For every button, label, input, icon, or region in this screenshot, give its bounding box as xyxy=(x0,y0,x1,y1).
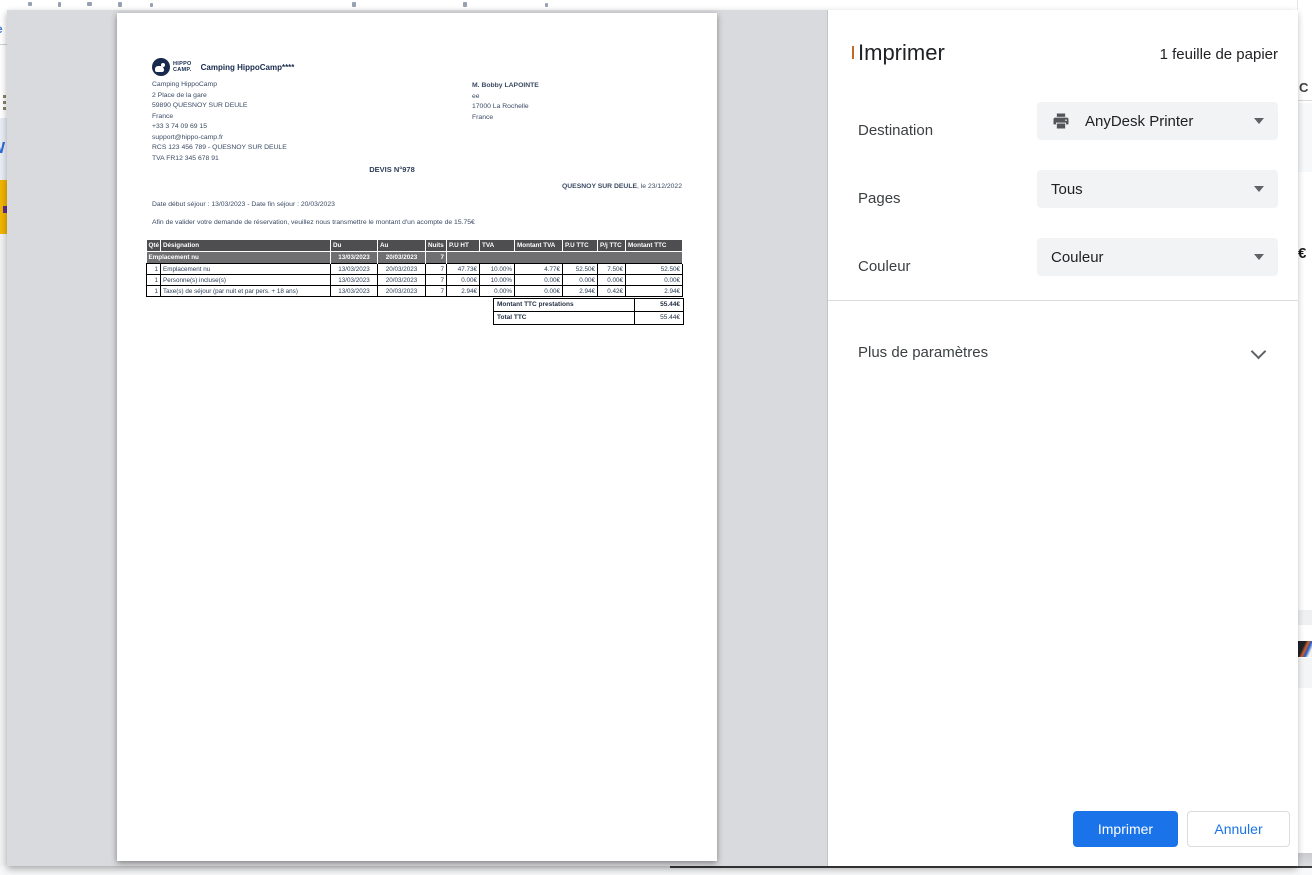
color-label: Couleur xyxy=(858,258,911,275)
column-header: P.U TTC xyxy=(562,240,598,252)
background-page-bottom-sliver xyxy=(0,866,1312,875)
devis-table: Qté Désignation Du Au Nuits P.U HT TVA M… xyxy=(146,240,683,297)
destination-dropdown[interactable]: AnyDesk Printer xyxy=(1037,102,1278,140)
pages-dropdown[interactable]: Tous xyxy=(1037,170,1278,208)
pages-value: Tous xyxy=(1051,180,1083,198)
preview-page: HIPPO CAMP. Camping HippoCamp**** Campin… xyxy=(117,13,717,861)
column-header: Montant TTC xyxy=(625,240,683,252)
column-header: P.U HT xyxy=(446,240,480,252)
column-header: P/j TTC xyxy=(597,240,626,252)
recipient-address-block: M. Bobby LAPOINTE ee 17000 La Rochelle F… xyxy=(472,82,539,121)
color-value: Couleur xyxy=(1051,248,1104,266)
printer-icon xyxy=(1053,113,1069,129)
caret-down-icon xyxy=(1254,254,1264,260)
column-header: Désignation xyxy=(160,240,331,252)
total-row: Montant TTC prestations 55.44€ xyxy=(494,299,683,311)
more-settings-toggle[interactable]: Plus de paramètres xyxy=(828,330,1298,374)
print-preview-pane: HIPPO CAMP. Camping HippoCamp**** Campin… xyxy=(7,10,828,866)
hippocamp-logo-icon xyxy=(152,58,170,76)
print-button[interactable]: Imprimer xyxy=(1073,811,1178,847)
total-row: Total TTC 55.44€ xyxy=(494,311,683,324)
group-row: Emplacement nu 13/03/2023 20/03/2023 7 xyxy=(146,251,683,264)
pages-label: Pages xyxy=(858,190,901,207)
section-divider xyxy=(828,300,1298,301)
euro-glyph-fragment: € xyxy=(1298,245,1307,262)
more-settings-label: Plus de paramètres xyxy=(858,344,989,361)
destination-value: AnyDesk Printer xyxy=(1085,112,1194,130)
yellow-banner-fragment xyxy=(0,180,7,234)
cancel-button[interactable]: Annuler xyxy=(1187,811,1290,847)
print-dialog: HIPPO CAMP. Camping HippoCamp**** Campin… xyxy=(7,10,1298,866)
table-row: 1 Taxe(s) de séjour (par nuit et par per… xyxy=(146,285,683,297)
text-caret xyxy=(852,46,854,59)
destination-label: Destination xyxy=(858,122,934,139)
dialog-title: Imprimer xyxy=(858,40,945,65)
table-header-row: Qté Désignation Du Au Nuits P.U HT TVA M… xyxy=(146,240,683,252)
brand-line2: CAMP. xyxy=(173,67,192,73)
recipient-name: M. Bobby LAPOINTE xyxy=(472,82,539,89)
link-text-fragment: e xyxy=(0,22,3,36)
deposit-note: Afin de valider votre demande de réserva… xyxy=(152,219,475,226)
caret-down-icon xyxy=(1254,186,1264,192)
caret-down-icon xyxy=(1254,118,1264,124)
stay-dates-line: Date début séjour : 13/03/2023 - Date fi… xyxy=(152,201,335,208)
table-row: 1 Emplacement nu 13/03/2023 20/03/2023 7… xyxy=(146,263,683,275)
logo-fragment: W xyxy=(0,140,5,158)
table-row: 1 Personne(s) incluse(s) 13/03/2023 20/0… xyxy=(146,274,683,286)
color-dropdown[interactable]: Couleur xyxy=(1037,238,1278,276)
background-page-left-sliver: e W xyxy=(0,10,7,866)
logo-fragment xyxy=(1298,641,1312,657)
document-title: Camping HippoCamp**** xyxy=(200,62,295,72)
column-header: Qté xyxy=(146,240,161,252)
column-header: TVA xyxy=(479,240,515,252)
column-header: Au xyxy=(377,240,426,252)
column-header: Nuits xyxy=(425,240,447,252)
chevron-down-icon xyxy=(1250,343,1267,360)
totals-box: Montant TTC prestations 55.44€ Total TTC… xyxy=(493,298,684,325)
background-page-top-sliver xyxy=(0,0,1312,10)
sheets-count: 1 feuille de papier xyxy=(1159,46,1278,63)
print-settings-panel: Imprimer 1 feuille de papier Destination… xyxy=(828,10,1298,866)
column-header: Du xyxy=(330,240,378,252)
company-address-block: Camping HippoCamp 2 Place de la gare 598… xyxy=(152,81,287,162)
place-and-date: QUESNOY SUR DEULE, le 23/12/2022 xyxy=(561,183,682,190)
brand-line1: HIPPO xyxy=(173,61,192,67)
background-page-right-sliver: C € xyxy=(1297,0,1312,875)
devis-number: DEVIS N°978 xyxy=(369,165,415,174)
column-header: Montant TVA xyxy=(514,240,563,252)
